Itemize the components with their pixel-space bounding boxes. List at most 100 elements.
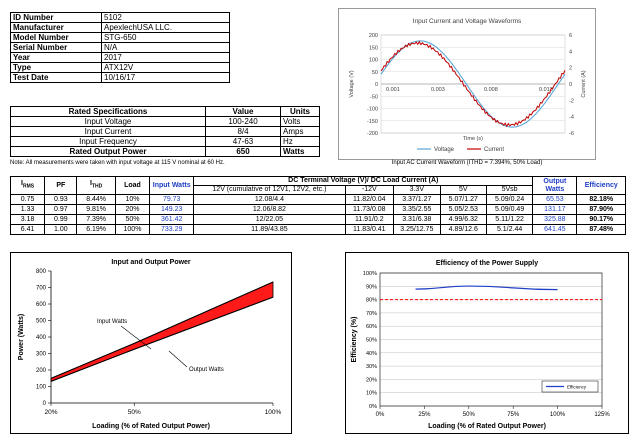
rated-specifications-table: Rated Specifications Value Units Input V… [10,106,320,157]
legend-voltage-label: Voltage [434,147,455,153]
input-watts-annotation: Input Watts [97,319,127,325]
header-output-watts: Output Watts [532,176,578,195]
cell-v12: 12.08/4.4 [193,194,346,205]
rated-row: Input Voltage 100-240 Volts [10,116,320,127]
efficiency-series-line [415,285,558,291]
cell-irms: 6.41 [9,224,46,235]
measurement-note: Note: All measurements were taken with i… [10,160,225,166]
waveform-left-tick: 200 [369,33,378,39]
cell-ithd: 8.44% [76,194,116,205]
waveform-svg: Input Current and Voltage Waveforms20015… [349,18,587,153]
power-x-tick: 100% [265,409,282,416]
info-value: 10/16/17 [101,72,230,83]
cell-v5sb: 5.11/1.22 [485,214,534,225]
measurement-row: 3.18 0.99 7.39% 50% 361.42 12/22.05 11.91/0.2 3… [9,214,626,225]
subheader-neg12v: -12V [344,185,395,195]
info-key: ID Number [10,12,102,23]
efficiency-y-tick: 60% [366,324,377,330]
efficiency-y-tick: 10% [366,391,377,397]
waveform-x-tick: 0.001 [386,87,400,93]
waveform-title: Input Current and Voltage Waveforms [413,18,522,25]
cell-v5: 4.99/6.32 [439,214,487,225]
power-y-tick: 0 [43,401,47,407]
info-value: STG-650 [101,32,230,43]
rated-unit: Hz [280,136,320,147]
info-row: Serial Number N/A [10,42,230,53]
info-key: Year [10,52,102,63]
efficiency-y-tick: 80% [366,298,377,304]
power-y-tick: 700 [36,286,47,292]
cell-v5: 4.89/12.6 [439,224,487,235]
efficiency-y-tick: 90% [366,284,377,290]
waveform-right-tick: -4 [569,115,574,121]
output-watts-line [50,296,274,382]
header-irms: IRMS [9,176,46,195]
efficiency-y-tick: 70% [366,311,377,317]
rated-unit: Watts [280,146,320,157]
efficiency-y-tick: 30% [366,364,377,370]
cell-v33: 3.37/1.27 [393,194,441,205]
info-value: 2017 [101,52,230,63]
unit-info-table: ID Number 5102 Manufacturer ApexlechUSA LLC… [10,12,230,83]
info-key: Model Number [10,32,102,43]
efficiency-x-label: Loading (% of Rated Output Power) [428,423,546,430]
header-input-watts: Input Watts [149,176,195,195]
waveform-caption: Input AC Current Waveform (ITHD = 7.394%… [391,160,543,166]
legend-current-label: Current [484,147,504,153]
efficiency-x-tick: 125% [594,412,610,418]
cell-eff: 90.17% [576,214,626,225]
rated-row: Rated Output Power 650 Watts [10,146,320,157]
output-watts-annotation: Output Watts [189,367,224,373]
info-row: ID Number 5102 [10,12,230,23]
waveform-y-left-label: Voltage (V) [349,70,355,97]
cell-pf: 0.93 [44,194,78,205]
power-chart-title: Input and Output Power [111,259,191,266]
info-key: Manufacturer [10,22,102,33]
power-y-tick: 800 [36,269,47,275]
rated-unit: Volts [280,116,320,127]
cell-v5: 5.05/2.53 [439,204,487,215]
waveform-x-tick: 0.003 [431,87,445,93]
power-y-tick: 600 [36,302,47,308]
waveform-right-tick: 0 [569,82,572,88]
header-load: Load [114,176,151,195]
cell-load: 50% [114,214,151,225]
waveform-left-tick: 100 [369,58,378,64]
cell-eff: 87.48% [576,224,626,235]
efficiency-y-tick: 40% [366,351,377,357]
cell-load: 20% [114,204,151,215]
efficiency-y-tick: 0% [369,404,377,410]
info-row: Manufacturer ApexlechUSA LLC. [10,22,230,33]
info-value: ApexlechUSA LLC. [101,22,230,33]
waveform-left-tick: 50 [372,70,378,76]
cell-eff: 87.90% [576,204,626,215]
efficiency-x-tick: 100% [550,412,566,418]
power-x-label: Loading (% of Rated Output Power) [92,423,210,430]
waveform-right-tick: 6 [569,33,572,39]
waveform-left-tick: -50 [370,94,378,100]
cell-irms: 0.75 [9,194,46,205]
cell-input: 733.29 [149,224,195,235]
cell-vn12: 11.91/0.2 [344,214,395,225]
rated-header-spec: Rated Specifications [10,106,206,117]
waveform-left-tick: -200 [367,131,378,137]
info-key: Test Date [10,72,102,83]
cell-output: 131.17 [532,204,578,215]
info-value: ATX12V [101,62,230,73]
cell-vn12: 11.82/0.04 [344,194,395,205]
waveform-left-tick: -150 [367,119,378,125]
rated-value: 47-63 [205,136,281,147]
cell-ithd: 6.19% [76,224,116,235]
info-row: Type ATX12V [10,62,230,73]
output-watts-pointer [168,350,188,368]
rated-unit: Amps [280,126,320,137]
rated-value: 8/4 [205,126,281,137]
efficiency-y-tick: 100% [363,271,377,277]
cell-v5sb: 5.09/0.49 [485,204,534,215]
waveform-x-tick: 0.008 [484,87,498,93]
cell-v12: 12.06/8.82 [193,204,346,215]
cell-output: 325.88 [532,214,578,225]
cell-load: 100% [114,224,151,235]
waveform-y-right-label: Current (A) [581,70,587,97]
waveform-x-tick: 0.013 [539,87,553,93]
